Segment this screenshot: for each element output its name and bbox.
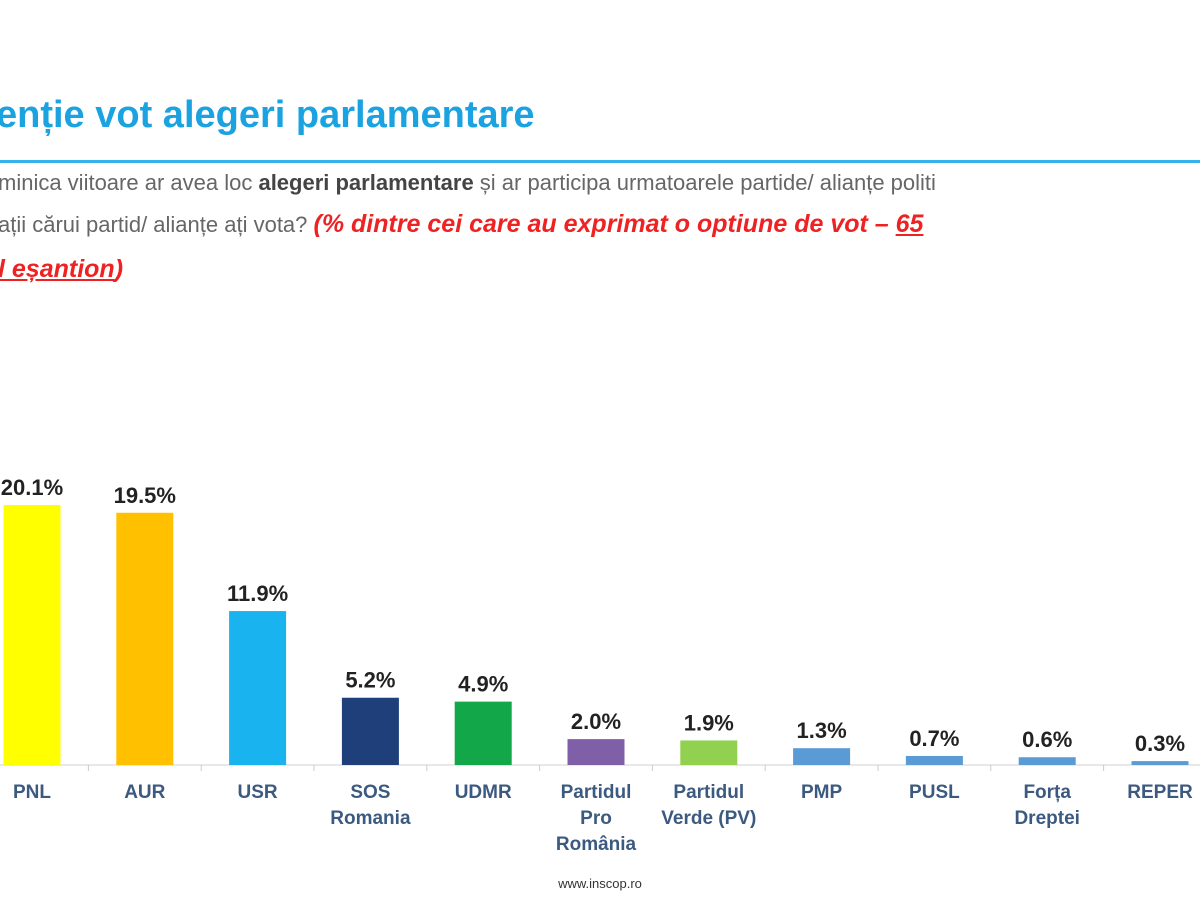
bar (341, 697, 399, 765)
category-label: AUR (124, 782, 165, 803)
bar (793, 748, 851, 765)
category-label: Romania (330, 808, 411, 829)
data-label: 1.9% (684, 710, 734, 735)
bar (905, 755, 963, 765)
note-text: (% dintre cei care au exprimat o optiune… (313, 210, 896, 238)
category-label: Verde (PV) (661, 808, 756, 829)
question-text: minica viitoare ar avea loc (0, 170, 259, 195)
data-label: 19.5% (114, 483, 176, 508)
data-label: 0.3% (1135, 731, 1185, 756)
source-label: www.inscop.ro (558, 876, 642, 891)
question-bold: alegeri parlamentare (258, 170, 474, 195)
bar (229, 611, 287, 765)
bar (454, 701, 512, 765)
data-label: 4.9% (458, 672, 508, 697)
category-label: PMP (801, 782, 843, 803)
bar (116, 512, 174, 765)
question-text: și ar participa urmatoarele partide/ ali… (473, 170, 936, 195)
note-text: ) (114, 255, 124, 283)
bar (1131, 761, 1189, 765)
question-line-3: l eșantion) (0, 255, 123, 284)
category-label: USR (238, 782, 278, 803)
data-label: 0.6% (1022, 727, 1072, 752)
category-label: Forța (1023, 782, 1071, 803)
note-text: l eșantion (0, 255, 115, 283)
category-label: România (556, 834, 637, 855)
category-label: PNL (13, 782, 51, 803)
bar (3, 505, 61, 765)
question-text: ații cărui partid/ alianțe ați vota? (0, 212, 314, 237)
category-label: SOS (350, 782, 390, 803)
data-label: 2.0% (571, 709, 621, 734)
question-line-2: ații cărui partid/ alianțe ați vota? (% … (0, 210, 923, 239)
page-title: enție vot alegeri parlamentare (0, 94, 535, 136)
category-label: Partidul (561, 782, 632, 803)
data-label: 1.3% (797, 718, 847, 743)
question-line-1: minica viitoare ar avea loc alegeri parl… (0, 170, 936, 196)
data-label: 5.2% (345, 668, 395, 693)
data-label: 11.9% (227, 581, 288, 606)
data-label: 20.1% (1, 475, 63, 500)
data-label: 0.7% (909, 726, 959, 751)
bar (567, 739, 625, 765)
note-percent: 65 (895, 210, 924, 238)
bar (1018, 757, 1076, 765)
title-divider (0, 160, 1200, 163)
category-label: REPER (1127, 782, 1193, 803)
category-label: Pro (580, 808, 612, 829)
category-label: Dreptei (1014, 808, 1079, 829)
category-label: Partidul (673, 782, 744, 803)
category-label: PUSL (909, 782, 960, 803)
category-label: UDMR (455, 782, 512, 803)
bar (680, 740, 738, 765)
